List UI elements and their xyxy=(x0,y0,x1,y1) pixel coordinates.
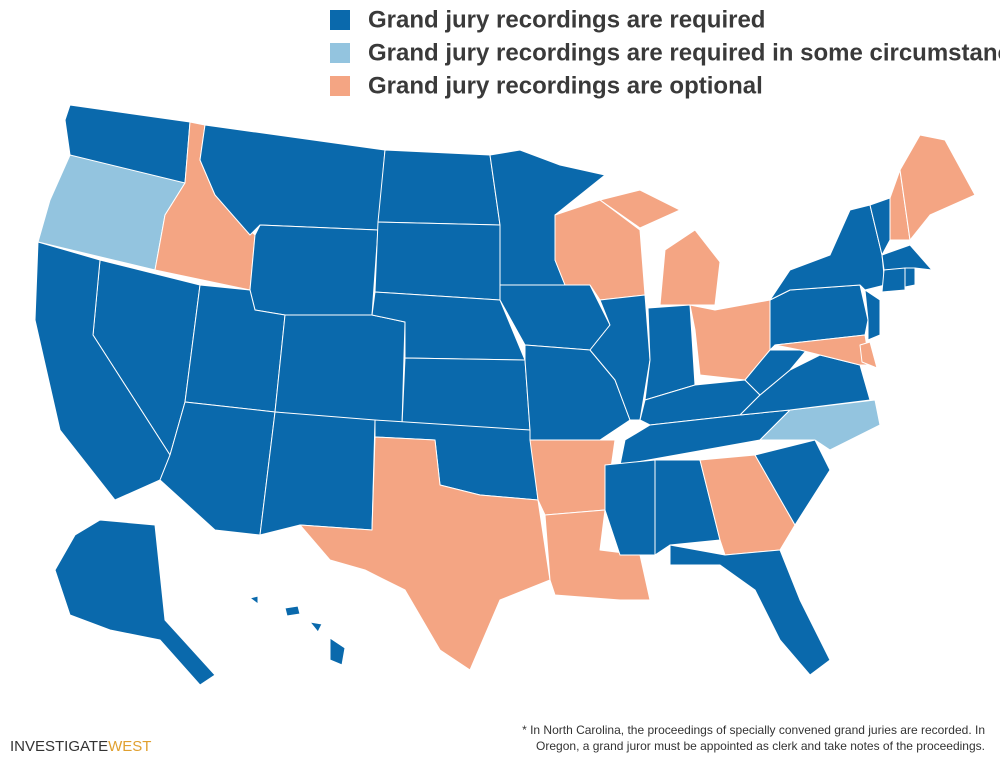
state xyxy=(599,189,681,229)
state xyxy=(644,304,696,401)
state xyxy=(589,294,651,421)
state xyxy=(899,134,976,241)
state xyxy=(604,459,656,556)
state xyxy=(401,357,531,431)
state xyxy=(259,411,376,536)
state xyxy=(859,341,878,369)
legend-label: Grand jury recordings are optional xyxy=(368,72,763,99)
state xyxy=(309,621,323,633)
state xyxy=(54,519,216,686)
legend-label: Grand jury recordings are required in so… xyxy=(368,39,1000,66)
legend-swatch xyxy=(330,10,350,30)
footnote: Oregon, a grand juror must be appointed … xyxy=(536,739,985,753)
state xyxy=(374,221,501,301)
state xyxy=(544,509,651,601)
legend-swatch xyxy=(330,43,350,63)
state xyxy=(669,544,831,676)
state xyxy=(864,289,881,341)
us-map xyxy=(34,104,976,686)
state xyxy=(881,244,933,271)
state xyxy=(881,267,906,293)
state xyxy=(654,459,721,556)
state xyxy=(377,149,501,226)
state xyxy=(249,595,259,605)
state xyxy=(659,229,721,306)
state xyxy=(769,204,886,301)
state xyxy=(904,267,916,288)
state xyxy=(774,334,871,366)
state xyxy=(329,637,346,666)
logo-text: INVESTIGATE xyxy=(10,738,108,755)
state xyxy=(754,439,831,526)
state xyxy=(274,314,406,426)
logo: INVESTIGATEWEST xyxy=(10,738,151,755)
footnote: * In North Carolina, the proceedings of … xyxy=(522,723,985,737)
state xyxy=(529,439,616,516)
legend: Grand jury recordings are required Grand … xyxy=(330,6,1000,99)
state xyxy=(249,224,379,316)
logo-text: WEST xyxy=(108,738,151,755)
legend-swatch xyxy=(330,76,350,96)
state xyxy=(284,605,301,617)
legend-label: Grand jury recordings are required xyxy=(368,6,765,33)
